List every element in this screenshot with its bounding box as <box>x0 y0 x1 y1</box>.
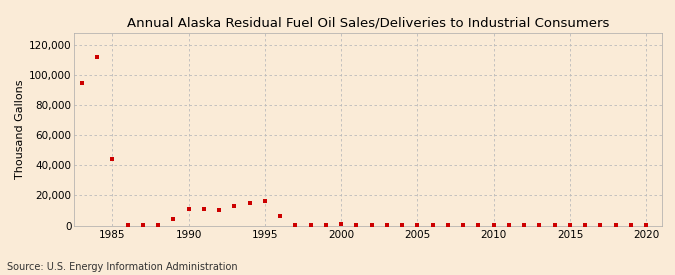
Point <box>458 223 468 227</box>
Text: Source: U.S. Energy Information Administration: Source: U.S. Energy Information Administ… <box>7 262 238 272</box>
Point <box>367 223 377 227</box>
Point <box>229 204 240 208</box>
Point <box>595 223 606 227</box>
Point <box>534 223 545 227</box>
Point <box>107 157 117 161</box>
Point <box>564 223 575 227</box>
Point <box>641 223 651 227</box>
Point <box>351 223 362 227</box>
Point <box>244 201 255 205</box>
Point <box>626 223 637 227</box>
Point <box>198 207 209 211</box>
Point <box>610 223 621 227</box>
Point <box>412 223 423 227</box>
Point <box>381 223 392 227</box>
Point <box>290 223 301 227</box>
Point <box>259 199 270 204</box>
Point <box>427 223 438 227</box>
Point <box>305 223 316 227</box>
Point <box>122 223 133 227</box>
Point <box>138 223 148 227</box>
Point <box>168 216 179 221</box>
Point <box>504 223 514 227</box>
Point <box>153 223 163 227</box>
Point <box>580 223 591 227</box>
Point <box>473 223 484 227</box>
Y-axis label: Thousand Gallons: Thousand Gallons <box>15 79 25 179</box>
Point <box>443 223 454 227</box>
Point <box>519 223 530 227</box>
Point <box>488 223 499 227</box>
Point <box>397 223 408 227</box>
Point <box>335 221 346 226</box>
Point <box>321 223 331 227</box>
Point <box>92 55 103 59</box>
Point <box>214 208 225 212</box>
Point <box>549 223 560 227</box>
Title: Annual Alaska Residual Fuel Oil Sales/Deliveries to Industrial Consumers: Annual Alaska Residual Fuel Oil Sales/De… <box>127 16 609 29</box>
Point <box>183 207 194 211</box>
Point <box>76 80 87 85</box>
Point <box>275 213 286 218</box>
